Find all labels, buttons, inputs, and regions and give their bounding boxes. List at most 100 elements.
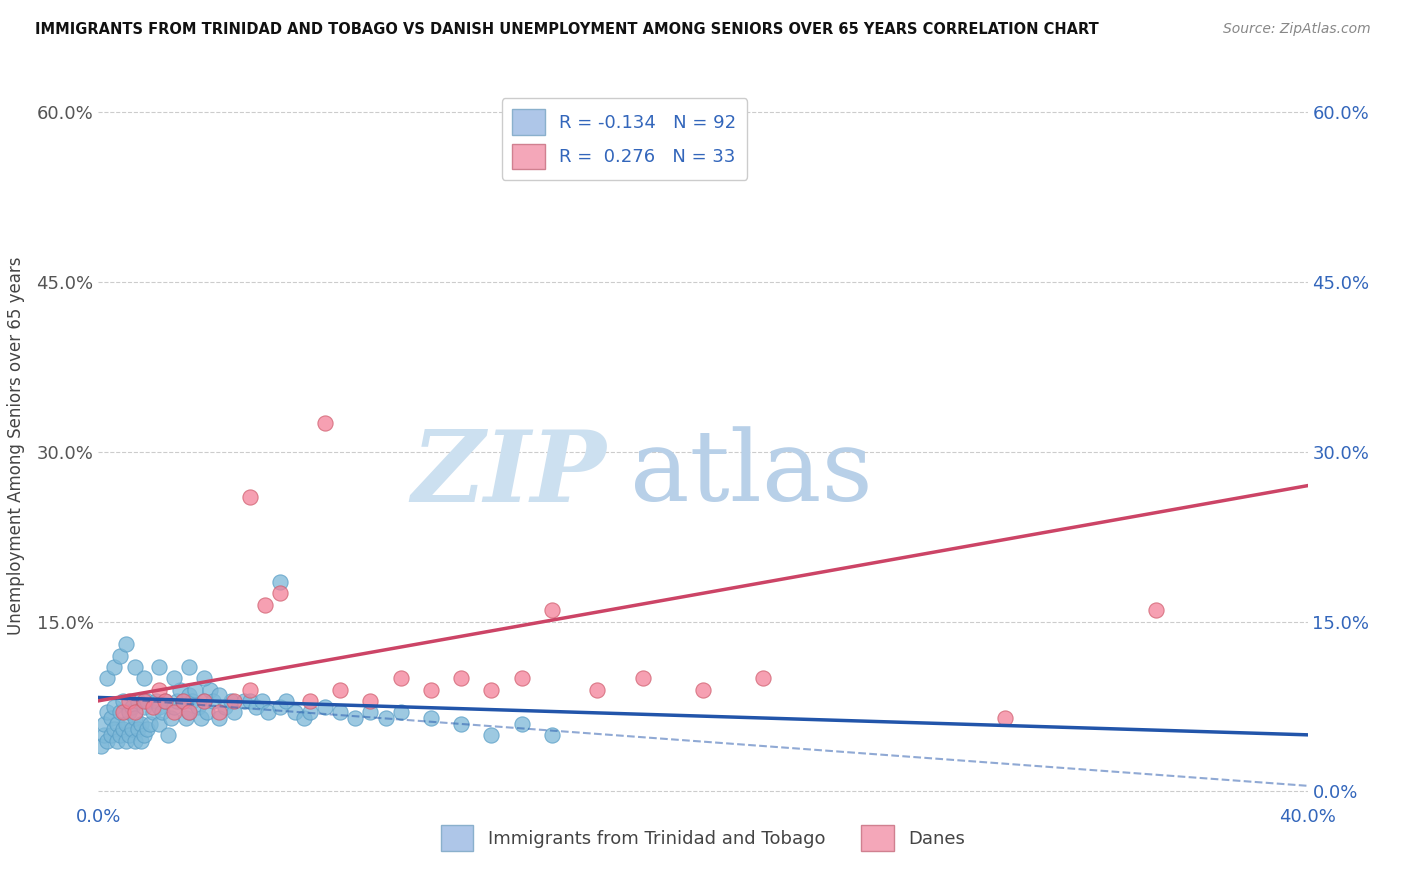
Point: [148, 716, 170, 731]
Point: [124, 733, 146, 747]
Point: [292, 711, 315, 725]
Point: [163, 705, 186, 719]
Point: [994, 711, 1017, 725]
Point: [114, 733, 136, 747]
Point: [108, 648, 131, 663]
Point: [208, 711, 231, 725]
Text: Source: ZipAtlas.com: Source: ZipAtlas.com: [1223, 22, 1371, 37]
Point: [329, 682, 352, 697]
Point: [132, 699, 155, 714]
Point: [135, 694, 157, 708]
Point: [221, 694, 243, 708]
Point: [103, 699, 125, 714]
Point: [163, 671, 186, 685]
Point: [181, 694, 204, 708]
Point: [193, 694, 215, 708]
Point: [179, 660, 201, 674]
Point: [239, 682, 262, 697]
Point: [93, 716, 115, 731]
Point: [172, 694, 194, 708]
Point: [179, 688, 201, 702]
Point: [481, 682, 503, 697]
Point: [374, 711, 396, 725]
Point: [269, 699, 291, 714]
Point: [124, 660, 146, 674]
Point: [692, 682, 714, 697]
Text: IMMIGRANTS FROM TRINIDAD AND TOBAGO VS DANISH UNEMPLOYMENT AMONG SENIORS OVER 65: IMMIGRANTS FROM TRINIDAD AND TOBAGO VS D…: [35, 22, 1099, 37]
Point: [1144, 603, 1167, 617]
Point: [114, 716, 136, 731]
Point: [111, 694, 134, 708]
Point: [148, 699, 170, 714]
Point: [232, 694, 254, 708]
Point: [208, 705, 231, 719]
Point: [108, 728, 131, 742]
Point: [200, 682, 222, 697]
Point: [121, 722, 143, 736]
Point: [184, 682, 207, 697]
Point: [114, 637, 136, 651]
Point: [450, 716, 472, 731]
Y-axis label: Unemployment Among Seniors over 65 years: Unemployment Among Seniors over 65 years: [7, 257, 25, 635]
Point: [118, 728, 141, 742]
Point: [250, 694, 273, 708]
Point: [166, 694, 188, 708]
Point: [153, 694, 176, 708]
Point: [193, 671, 215, 685]
Point: [127, 694, 149, 708]
Point: [132, 728, 155, 742]
Point: [299, 694, 322, 708]
Point: [169, 682, 191, 697]
Point: [124, 705, 146, 719]
Point: [100, 728, 122, 742]
Point: [96, 671, 118, 685]
Point: [389, 671, 412, 685]
Point: [752, 671, 775, 685]
Point: [132, 694, 155, 708]
Point: [150, 705, 173, 719]
Point: [90, 739, 112, 754]
Point: [329, 705, 352, 719]
Point: [129, 716, 152, 731]
Point: [314, 699, 336, 714]
Point: [481, 728, 503, 742]
Point: [510, 671, 533, 685]
Point: [105, 733, 128, 747]
Point: [190, 711, 212, 725]
Point: [224, 694, 246, 708]
Point: [193, 694, 215, 708]
Point: [239, 490, 262, 504]
Point: [145, 694, 167, 708]
Point: [256, 705, 278, 719]
Point: [540, 728, 562, 742]
Point: [108, 705, 131, 719]
Point: [103, 660, 125, 674]
Point: [314, 417, 336, 431]
Point: [245, 699, 267, 714]
Point: [153, 694, 176, 708]
Point: [420, 682, 443, 697]
Point: [174, 711, 197, 725]
Point: [269, 574, 291, 589]
Point: [142, 699, 165, 714]
Point: [274, 694, 297, 708]
Point: [135, 722, 157, 736]
Point: [156, 728, 179, 742]
Point: [389, 705, 412, 719]
Point: [540, 603, 562, 617]
Point: [163, 699, 186, 714]
Point: [239, 694, 262, 708]
Point: [132, 671, 155, 685]
Point: [96, 705, 118, 719]
Point: [631, 671, 654, 685]
Point: [360, 705, 382, 719]
Point: [139, 716, 162, 731]
Point: [586, 682, 609, 697]
Point: [224, 705, 246, 719]
Point: [127, 722, 149, 736]
Point: [111, 705, 134, 719]
Point: [93, 728, 115, 742]
Point: [148, 682, 170, 697]
Point: [105, 716, 128, 731]
Point: [269, 586, 291, 600]
